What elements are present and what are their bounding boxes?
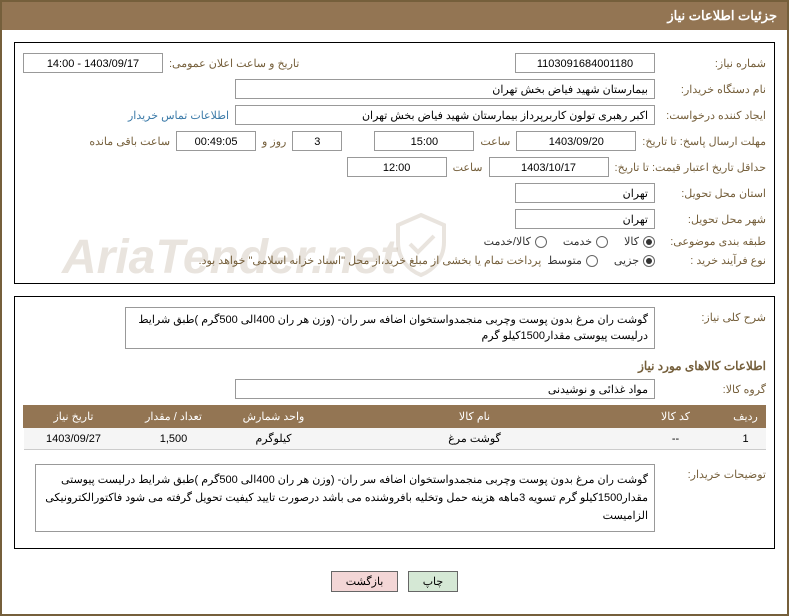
- time-label-1: ساعت: [480, 135, 510, 148]
- goods-section-title: اطلاعات کالاهای مورد نیاز: [23, 359, 766, 373]
- buyer-desc-label: توضیحات خریدار:: [661, 468, 766, 481]
- contact-link[interactable]: اطلاعات تماس خریدار: [128, 109, 229, 122]
- group-label: گروه کالا:: [661, 383, 766, 396]
- city-label: شهر محل تحویل:: [661, 213, 766, 226]
- cell-unit: کیلوگرم: [224, 428, 324, 450]
- need-no-field: 1103091684001180: [515, 53, 655, 73]
- deadline-label: مهلت ارسال پاسخ: تا تاریخ:: [642, 135, 766, 148]
- process-radio-group: جزیی متوسط: [547, 254, 655, 267]
- city-field: تهران: [515, 209, 655, 229]
- requester-field: اکبر رهبری تولون کاربرپرداز بیمارستان شه…: [235, 105, 655, 125]
- radio-service-input[interactable]: [596, 236, 608, 248]
- countdown-field: 00:49:05: [176, 131, 256, 151]
- desc-field: گوشت ران مرغ بدون پوست وچربی منجمدواستخو…: [125, 307, 655, 349]
- cell-row: 1: [726, 428, 766, 450]
- panel-header: جزئیات اطلاعات نیاز: [2, 2, 787, 30]
- requester-label: ایجاد کننده درخواست:: [661, 109, 766, 122]
- radio-both[interactable]: کالا/خدمت: [484, 235, 547, 248]
- form-section-desc: شرح کلی نیاز: گوشت ران مرغ بدون پوست وچر…: [14, 296, 775, 549]
- th-row: ردیف: [726, 406, 766, 428]
- buyer-desc-box: گوشت ران مرغ بدون پوست وچربی منجمدواستخو…: [35, 464, 655, 532]
- category-label: طبقه بندی موضوعی:: [661, 235, 766, 248]
- cell-date: 1403/09/27: [24, 428, 124, 450]
- need-no-label: شماره نیاز:: [661, 57, 766, 70]
- group-field: مواد غذائی و نوشیدنی: [235, 379, 655, 399]
- radio-goods-input[interactable]: [643, 236, 655, 248]
- days-field: 3: [292, 131, 342, 151]
- time-label-2: ساعت: [453, 161, 483, 174]
- radio-medium-input[interactable]: [586, 255, 598, 267]
- radio-medium[interactable]: متوسط: [547, 254, 598, 267]
- desc-label: شرح کلی نیاز:: [661, 311, 766, 324]
- radio-partial[interactable]: جزیی: [614, 254, 655, 267]
- radio-partial-input[interactable]: [643, 255, 655, 267]
- deadline-time-field: 15:00: [374, 131, 474, 151]
- th-date: تاریخ نیاز: [24, 406, 124, 428]
- announce-label: تاریخ و ساعت اعلان عمومی:: [169, 57, 299, 70]
- th-code: کد کالا: [626, 406, 726, 428]
- cell-name: گوشت مرغ: [324, 428, 626, 450]
- validity-date-field: 1403/10/17: [489, 157, 609, 177]
- cell-qty: 1,500: [124, 428, 224, 450]
- goods-table: ردیف کد کالا نام کالا واحد شمارش تعداد /…: [23, 405, 766, 450]
- deadline-date-field: 1403/09/20: [516, 131, 636, 151]
- th-name: نام کالا: [324, 406, 626, 428]
- days-and-label: روز و: [262, 135, 286, 148]
- validity-label: حداقل تاریخ اعتبار قیمت: تا تاریخ:: [615, 161, 766, 174]
- buyer-org-field: بیمارستان شهید فیاض بخش تهران: [235, 79, 655, 99]
- radio-both-input[interactable]: [535, 236, 547, 248]
- th-unit: واحد شمارش: [224, 406, 324, 428]
- validity-time-field: 12:00: [347, 157, 447, 177]
- process-note: پرداخت تمام یا بخشی از مبلغ خرید،از محل …: [199, 254, 542, 267]
- main-panel: جزئیات اطلاعات نیاز AriaTender.net شماره…: [0, 0, 789, 616]
- process-label: نوع فرآیند خرید :: [661, 254, 766, 267]
- form-section-main: شماره نیاز: 1103091684001180 تاریخ و ساع…: [14, 42, 775, 284]
- province-label: استان محل تحویل:: [661, 187, 766, 200]
- remaining-label: ساعت باقی مانده: [89, 135, 170, 148]
- table-row: 1 -- گوشت مرغ کیلوگرم 1,500 1403/09/27: [24, 428, 766, 450]
- radio-service[interactable]: خدمت: [563, 235, 608, 248]
- category-radio-group: کالا خدمت کالا/خدمت: [484, 235, 655, 248]
- buyer-org-label: نام دستگاه خریدار:: [661, 83, 766, 96]
- panel-content: AriaTender.net شماره نیاز: 1103091684001…: [2, 30, 787, 614]
- panel-title: جزئیات اطلاعات نیاز: [667, 8, 777, 23]
- radio-goods[interactable]: کالا: [624, 235, 655, 248]
- button-row: چاپ بازگشت: [14, 561, 775, 602]
- announce-field: 1403/09/17 - 14:00: [23, 53, 163, 73]
- back-button[interactable]: بازگشت: [331, 571, 399, 592]
- province-field: تهران: [515, 183, 655, 203]
- th-qty: تعداد / مقدار: [124, 406, 224, 428]
- print-button[interactable]: چاپ: [408, 571, 459, 592]
- cell-code: --: [626, 428, 726, 450]
